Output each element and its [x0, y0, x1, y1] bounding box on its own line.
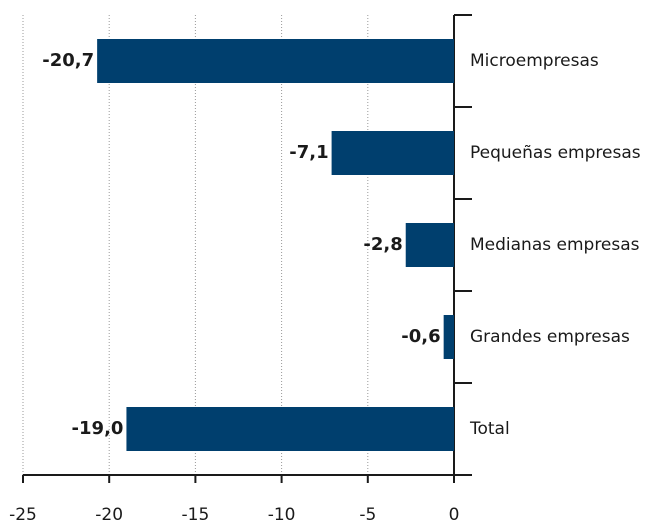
- x-tick-label: -10: [268, 505, 296, 525]
- bar: [331, 131, 454, 175]
- y-tick-label: Microempresas: [470, 51, 599, 71]
- bar: [405, 223, 454, 267]
- value-label: -20,7: [42, 50, 94, 71]
- bar: [97, 39, 454, 83]
- y-tick-label: Medianas empresas: [470, 235, 640, 255]
- value-label: -7,1: [289, 142, 328, 163]
- x-tick-label: -15: [182, 505, 210, 525]
- value-label: -19,0: [72, 418, 124, 439]
- x-tick-label: 0: [449, 505, 460, 525]
- bar: [443, 315, 454, 359]
- value-label: -0,6: [401, 326, 440, 347]
- x-tick-label: -20: [95, 505, 123, 525]
- y-tick-label: Total: [469, 419, 510, 439]
- bar: [126, 407, 454, 451]
- y-tick-label: Pequeñas empresas: [470, 143, 641, 163]
- y-tick-label: Grandes empresas: [470, 327, 630, 347]
- x-tick-label: -25: [9, 505, 37, 525]
- x-tick-label: -5: [359, 505, 376, 525]
- value-label: -2,8: [363, 234, 402, 255]
